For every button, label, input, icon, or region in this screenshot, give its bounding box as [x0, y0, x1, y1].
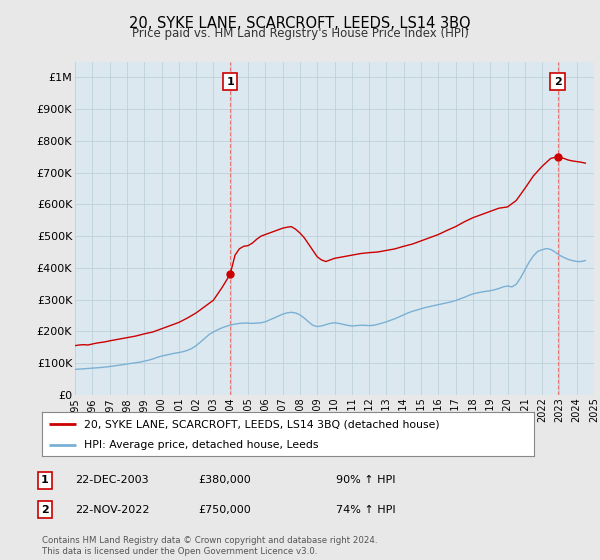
Text: £380,000: £380,000: [198, 475, 251, 486]
Text: 20, SYKE LANE, SCARCROFT, LEEDS, LS14 3BQ: 20, SYKE LANE, SCARCROFT, LEEDS, LS14 3B…: [129, 16, 471, 31]
Text: 1: 1: [41, 475, 49, 486]
Text: Price paid vs. HM Land Registry's House Price Index (HPI): Price paid vs. HM Land Registry's House …: [131, 27, 469, 40]
Text: 22-NOV-2022: 22-NOV-2022: [75, 505, 149, 515]
Text: 1: 1: [226, 77, 234, 87]
Text: 90% ↑ HPI: 90% ↑ HPI: [336, 475, 395, 486]
Text: Contains HM Land Registry data © Crown copyright and database right 2024.
This d: Contains HM Land Registry data © Crown c…: [42, 536, 377, 556]
Text: 2: 2: [554, 77, 562, 87]
Text: 20, SYKE LANE, SCARCROFT, LEEDS, LS14 3BQ (detached house): 20, SYKE LANE, SCARCROFT, LEEDS, LS14 3B…: [84, 419, 439, 429]
Text: 2: 2: [41, 505, 49, 515]
Text: £750,000: £750,000: [198, 505, 251, 515]
Text: 22-DEC-2003: 22-DEC-2003: [75, 475, 149, 486]
Text: 74% ↑ HPI: 74% ↑ HPI: [336, 505, 395, 515]
Text: HPI: Average price, detached house, Leeds: HPI: Average price, detached house, Leed…: [84, 440, 319, 450]
